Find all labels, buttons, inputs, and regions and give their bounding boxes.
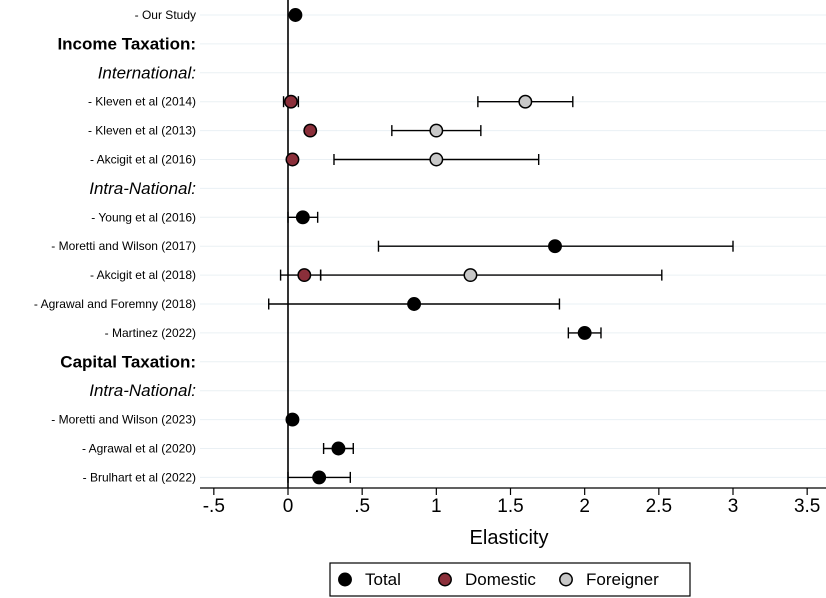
point-estimates [284,8,592,485]
point-total [285,412,300,427]
point-total [407,297,422,311]
point-foreigner [518,94,533,109]
study-label: - Agrawal et al (2020) [82,442,196,456]
point-total [577,325,592,340]
legend-box [329,562,691,597]
legend-label-domestic: Domestic [465,570,536,589]
point-total [295,210,310,225]
legend-label-total: Total [365,570,401,589]
x-tick-label: 2 [579,496,590,517]
legend-marker-domestic [438,572,452,587]
study-label: - Martinez (2022) [105,326,196,340]
legend-marker-foreigner [559,572,573,587]
section-header: Income Taxation: [57,34,196,53]
confidence-intervals [268,96,734,483]
legend-marker-total [338,572,352,587]
study-label: - Moretti and Wilson (2017) [51,239,196,253]
x-tick-label: -.5 [203,496,225,517]
study-label: - Brulhart et al (2022) [83,470,196,484]
row-labels: - Our Study Income Taxation: International… [34,8,196,484]
point-foreigner [429,152,444,167]
study-label: - Kleven et al (2014) [88,95,196,109]
point-domestic [284,94,298,109]
study-label: - Young et al (2016) [91,210,196,224]
study-label: - Akcigit et al (2016) [90,153,196,167]
point-domestic [297,268,312,283]
section-header: Intra-National: [89,179,196,198]
point-total [312,470,327,485]
legend-label-foreigner: Foreigner [586,570,659,589]
x-tick-label: 2.5 [646,496,672,517]
study-label: - Our Study [135,8,196,22]
section-header: Capital Taxation: [60,352,196,371]
study-label: - Agrawal and Foremny (2018) [34,297,196,311]
x-tick-label: 0 [283,496,294,517]
section-header: International: [98,63,197,82]
point-foreigner [463,268,478,283]
point-total [288,8,303,22]
x-axis-label: Elasticity [470,527,549,549]
point-total [331,441,346,456]
point-total [548,239,562,254]
point-domestic [285,152,300,167]
x-axis: -.5 0 .5 1 1.5 2 2.5 3 3.5 [200,487,826,517]
x-tick-label: 1.5 [497,496,523,517]
study-label: - Kleven et al (2013) [88,124,196,138]
legend: Total Domestic Foreigner [329,562,691,597]
section-header: Intra-National: [89,381,196,400]
study-label: - Moretti and Wilson (2023) [51,413,196,427]
x-tick-label: 3.5 [794,496,820,517]
point-domestic [303,123,318,138]
point-foreigner [429,123,444,138]
x-tick-label: 1 [431,496,442,517]
x-tick-label: .5 [354,496,370,517]
x-tick-label: 3 [728,496,739,517]
study-label: - Akcigit et al (2018) [90,268,196,282]
